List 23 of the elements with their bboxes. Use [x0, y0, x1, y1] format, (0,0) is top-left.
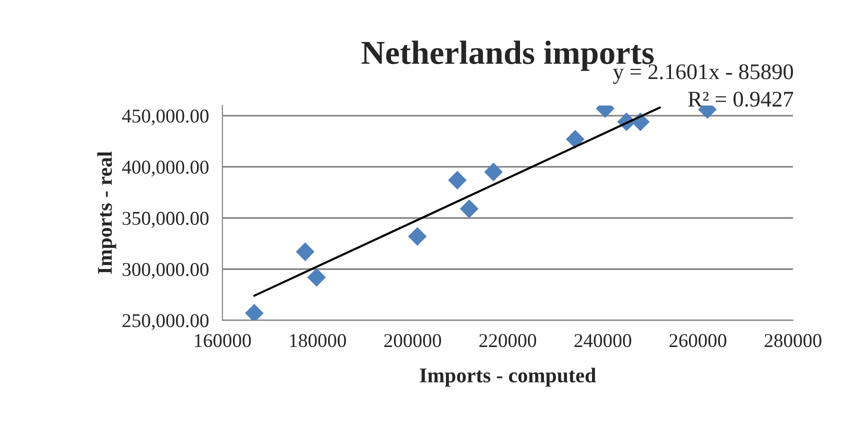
point	[566, 130, 585, 149]
y-tick-label: 400,000.00	[122, 160, 208, 177]
x-tick-label: 160000	[194, 334, 251, 348]
point	[448, 170, 467, 190]
x-tick-label: 280000	[764, 334, 822, 348]
x-axis-title: Imports - computed	[420, 368, 596, 387]
y-axis-title: Imports - real	[97, 152, 116, 274]
y-tick-label: 450,000.00	[122, 110, 208, 126]
x-tick-label: 200000	[384, 334, 442, 348]
y-tick-label: 350,000.00	[122, 212, 208, 228]
x-tick-label: 220000	[479, 334, 536, 348]
point	[296, 242, 314, 262]
point	[484, 162, 503, 182]
y-tick-label: 250,000.00	[122, 314, 208, 330]
point	[307, 268, 326, 287]
point	[244, 304, 264, 320]
x-tick-label: 260000	[670, 334, 726, 348]
x-tick-label: 240000	[574, 334, 632, 348]
annotation: R² = 0.9427	[688, 92, 794, 107]
point	[408, 227, 427, 246]
point	[460, 199, 479, 218]
x-tick-label: 180000	[290, 334, 346, 348]
y-tick-label: 300,000.00	[122, 262, 208, 279]
